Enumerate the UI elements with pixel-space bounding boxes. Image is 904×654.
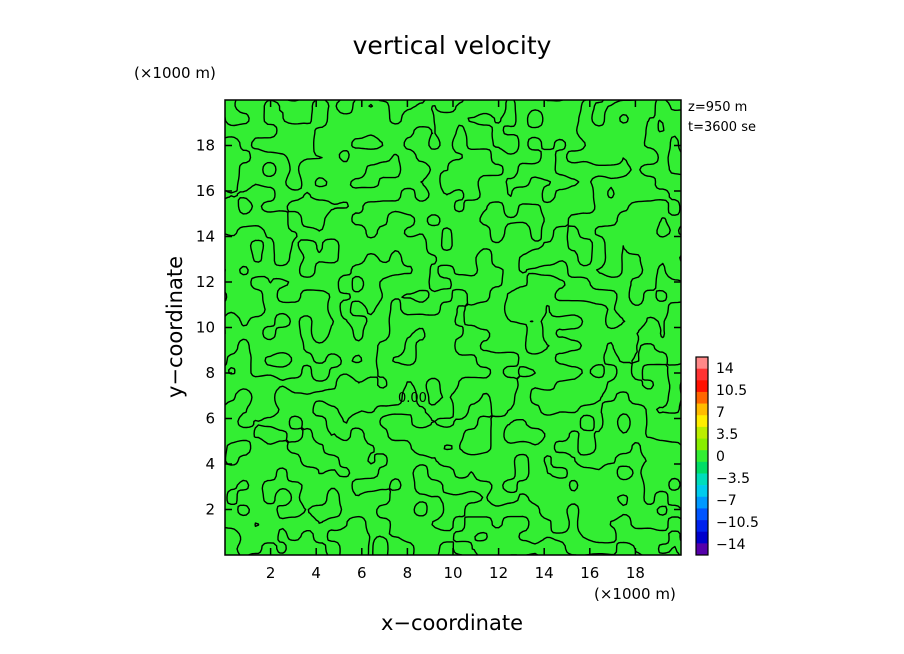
y-axis: 2 4 6 8 10 12 14 16 18: [196, 137, 681, 519]
x-tick-label: 10: [443, 564, 462, 582]
zero-contour-line: [225, 100, 681, 555]
annotation-z: z=950 m: [688, 100, 747, 115]
y-unit-label: (×1000 m): [134, 64, 216, 82]
colorbar-swatch: [696, 368, 708, 381]
zero-contours: [225, 100, 681, 555]
x-axis: 2 4 6 8 10 12 14 16 18: [266, 100, 645, 582]
x-tick-label: 12: [489, 564, 508, 582]
colorbar-swatch: [696, 520, 708, 533]
x-tick-label: 4: [311, 564, 321, 582]
colorbar-label: 7: [716, 405, 725, 421]
colorbar-swatch: [696, 496, 708, 509]
colorbar-swatch: [696, 426, 708, 439]
y-tick-label: 2: [205, 501, 215, 519]
y-tick-label: 6: [205, 410, 215, 428]
colorbar-frame: [695, 356, 709, 556]
x-unit-label: (×1000 m): [594, 585, 676, 603]
y-tick-label: 18: [196, 137, 215, 155]
x-tick-label: 14: [535, 564, 554, 582]
colorbar-swatch: [696, 461, 708, 474]
colorbar-swatch: [696, 508, 708, 521]
colorbar-label: −3.5: [716, 471, 750, 487]
colorbar-label: 3.5: [716, 427, 738, 443]
colorbar-swatch: [696, 485, 708, 498]
x-tick-label: 6: [357, 564, 367, 582]
y-tick-label: 12: [196, 273, 215, 291]
colorbar-label: 0: [716, 449, 725, 465]
colorbar-label: −10.5: [716, 515, 759, 531]
colorbar-label: 14: [716, 361, 734, 377]
y-tick-label: 14: [196, 228, 215, 246]
x-tick-label: 16: [580, 564, 599, 582]
colorbar-swatch: [696, 473, 708, 486]
colorbar-swatch: [696, 391, 708, 404]
x-tick-label: 8: [403, 564, 413, 582]
colorbar-swatch: [696, 531, 708, 544]
y-axis-label: y−coordinate: [163, 256, 187, 398]
x-tick-label: 2: [266, 564, 276, 582]
y-tick-label: 10: [196, 319, 215, 337]
annotation-t: t=3600 se: [688, 120, 756, 135]
chart-title: vertical velocity: [353, 31, 552, 60]
y-tick-label: 4: [205, 455, 215, 473]
colorbar-label: 10.5: [716, 383, 747, 399]
field-fill: [225, 100, 681, 555]
colorbar-swatch: [696, 380, 708, 393]
colorbar-swatch: [696, 357, 708, 369]
colorbar-label: −7: [716, 493, 737, 509]
colorbar-swatch: [696, 543, 708, 556]
y-tick-label: 8: [205, 364, 215, 382]
x-axis-label: x−coordinate: [381, 611, 523, 635]
colorbar-label: −14: [716, 537, 746, 553]
colorbar-swatch: [696, 450, 708, 463]
x-tick-label: 18: [626, 564, 645, 582]
colorbar-swatch: [696, 403, 708, 416]
y-tick-label: 16: [196, 182, 215, 200]
colorbar: 14 10.5 7 3.5 0 −3.5 −7 −10.5 −14: [695, 356, 759, 556]
contour-label: 0.00: [398, 391, 427, 406]
colorbar-swatch: [696, 438, 708, 451]
colorbar-swatch: [696, 415, 708, 428]
